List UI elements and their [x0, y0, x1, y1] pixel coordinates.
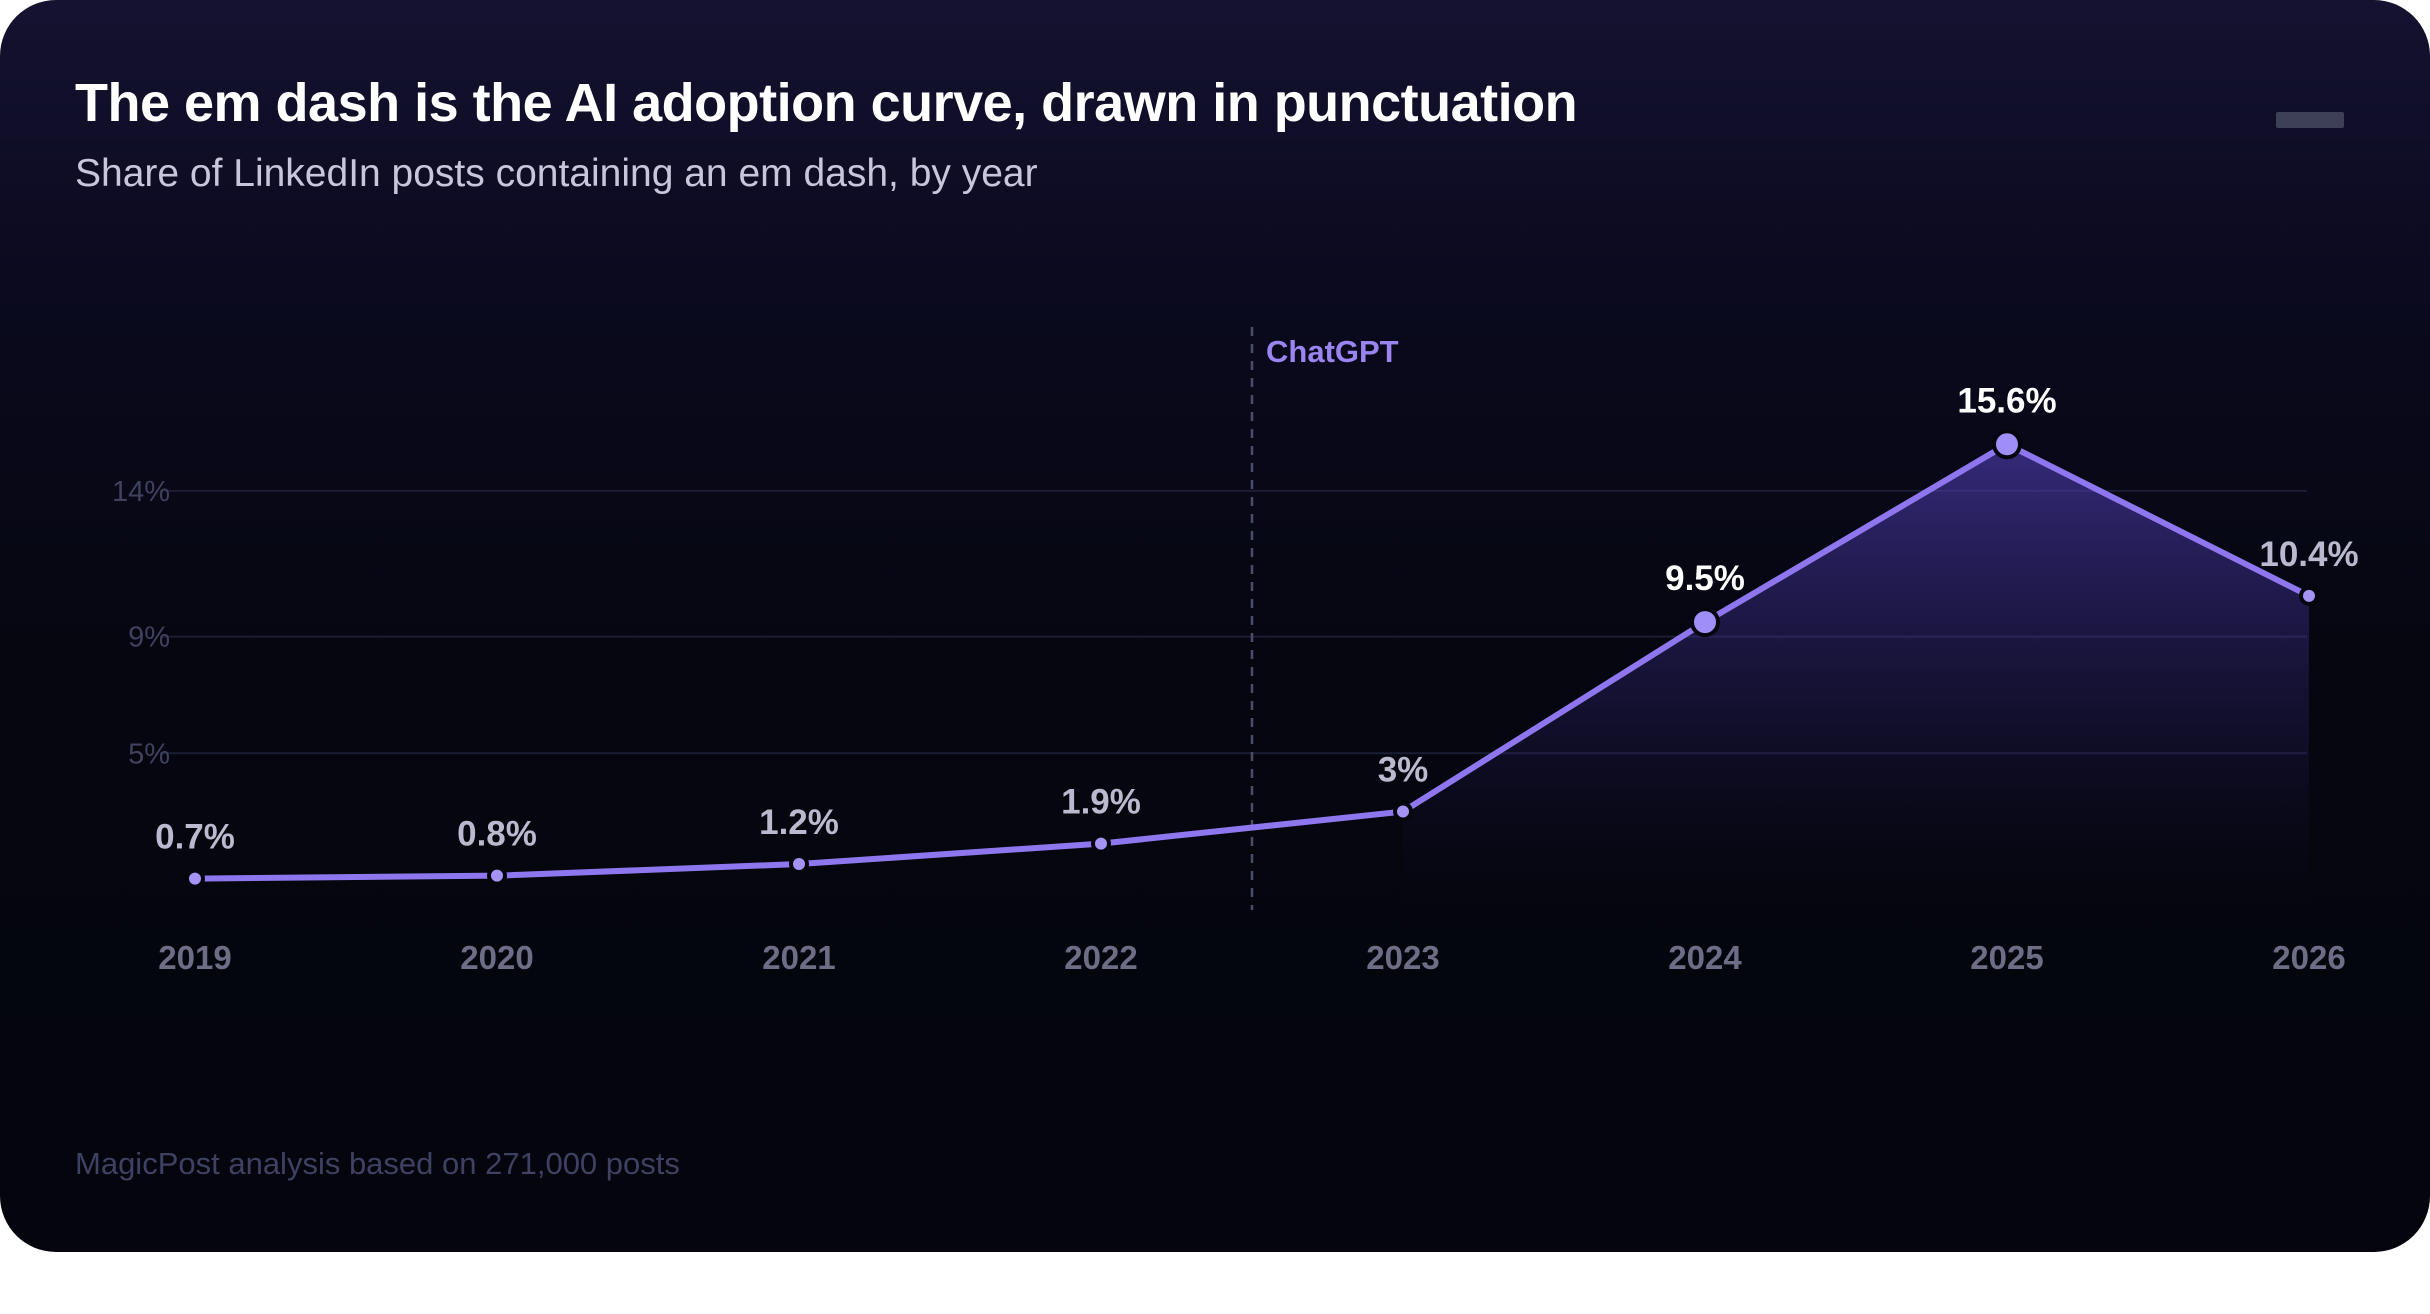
line-chart: ChatGPT 0.7% 0.8% 1.2% 1.9% 3% 9.5% 15.6% 10.4%…: [112, 327, 2359, 976]
data-label: 1.9%: [1061, 783, 1141, 822]
x-axis-ticks: 2019 2020 2021 2022 2023 2024 2025 2026: [158, 939, 2345, 976]
x-tick-label: 2025: [1970, 939, 2043, 976]
y-tick-label: 5%: [128, 738, 170, 770]
data-label: 3%: [1378, 751, 1429, 790]
data-label: 0.7%: [155, 818, 235, 857]
x-tick-label: 2019: [158, 939, 231, 976]
y-tick-label: 9%: [128, 622, 170, 654]
source-note: MagicPost analysis based on 271,000 post…: [75, 1146, 680, 1181]
data-label: 1.2%: [759, 803, 839, 842]
data-point: [1992, 429, 2022, 460]
x-tick-label: 2021: [762, 939, 835, 976]
data-point: [1091, 833, 1111, 854]
data-label: 10.4%: [2259, 535, 2358, 574]
series-line: [192, 441, 2312, 882]
area-shape: [1403, 444, 2309, 905]
data-point: [185, 868, 205, 889]
annotation-label: ChatGPT: [1266, 334, 1399, 369]
chart-title: The em dash is the AI adoption curve, dr…: [75, 73, 1578, 133]
data-point: [2299, 585, 2319, 606]
data-point: [789, 854, 809, 875]
data-points: [185, 429, 2319, 889]
y-axis-ticks: 14% 9% 5%: [112, 476, 170, 770]
y-tick-label: 14%: [112, 476, 170, 508]
data-point: [487, 865, 507, 886]
area-fill: [1403, 444, 2309, 905]
x-tick-label: 2020: [460, 939, 533, 976]
series-polyline: [192, 441, 2312, 882]
legend-swatch: [2276, 112, 2344, 128]
chart-subtitle: Share of LinkedIn posts containing an em…: [75, 152, 1038, 195]
data-point: [1393, 801, 1413, 822]
data-label: 15.6%: [1957, 381, 2056, 420]
chatgpt-annotation: ChatGPT: [1250, 327, 1399, 910]
data-point: [1690, 607, 1720, 638]
data-labels: 0.7% 0.8% 1.2% 1.9% 3% 9.5% 15.6% 10.4%: [155, 381, 2359, 856]
chart-card: The em dash is the AI adoption curve, dr…: [0, 0, 2430, 1252]
data-label: 9.5%: [1665, 559, 1745, 598]
x-tick-label: 2024: [1668, 939, 1742, 976]
x-tick-label: 2023: [1366, 939, 1439, 976]
x-tick-label: 2026: [2272, 939, 2345, 976]
data-label: 0.8%: [457, 815, 537, 854]
x-tick-label: 2022: [1064, 939, 1137, 976]
